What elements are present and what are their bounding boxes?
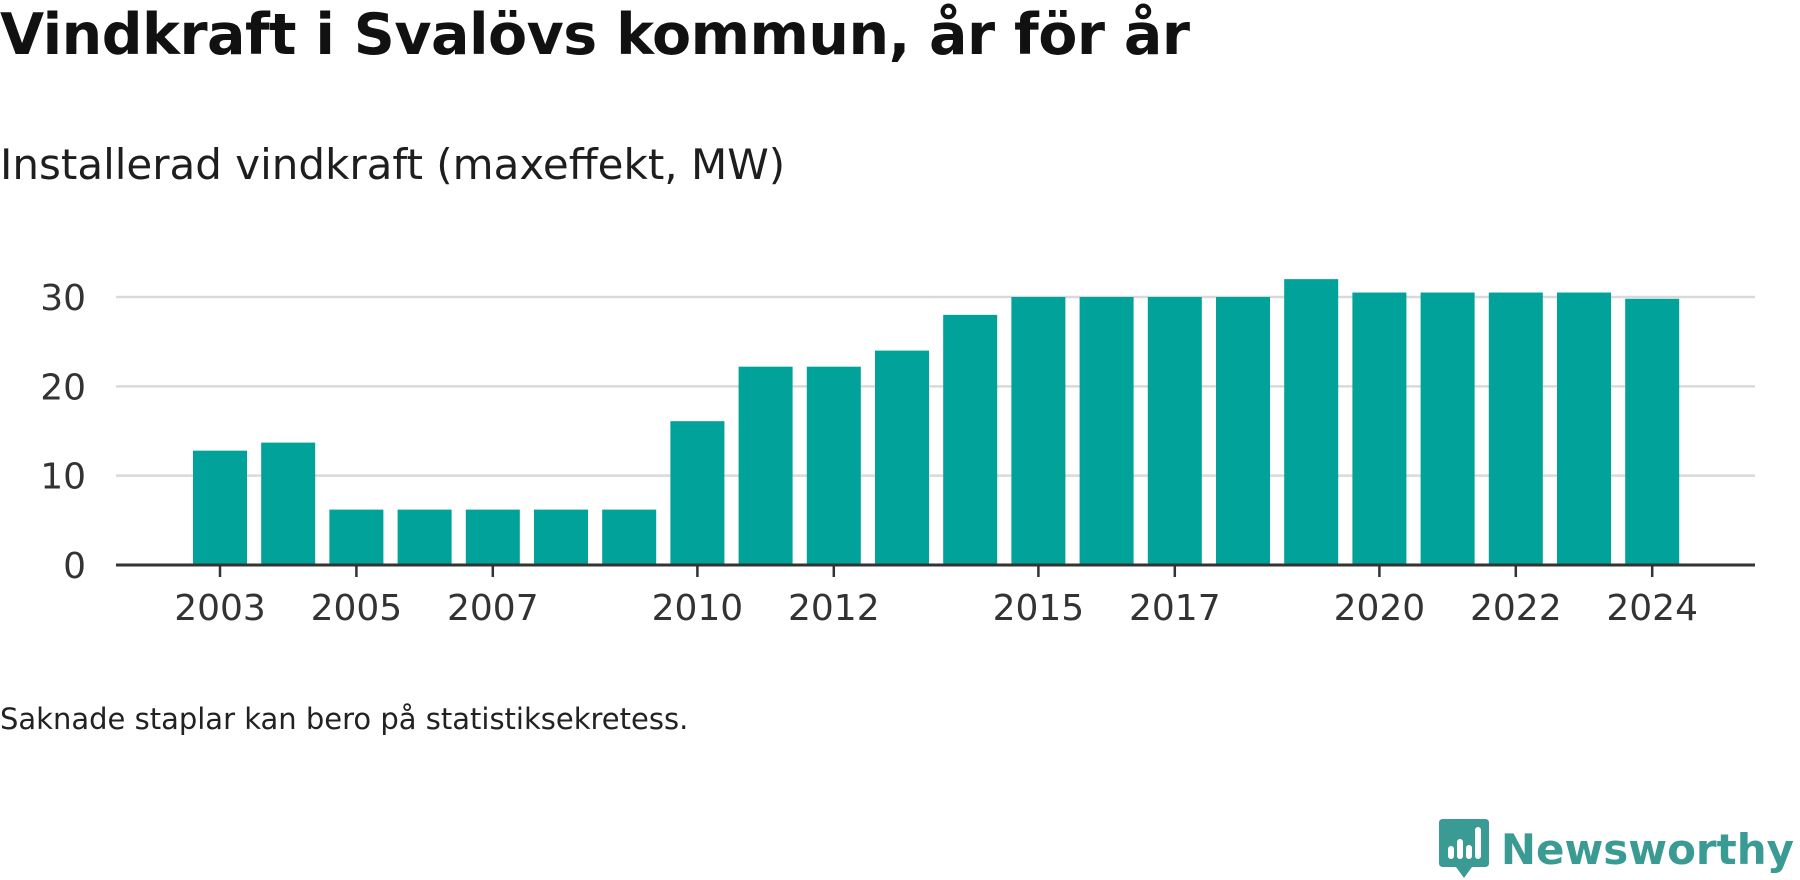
bar-2014 [943,314,998,565]
bar-2022 [1488,292,1543,565]
x-tick-label: 2015 [993,588,1085,629]
x-tick-label: 2020 [1334,588,1426,629]
x-tick-label: 2003 [174,588,266,629]
bar-2018 [1216,297,1270,565]
bar-2020 [1352,292,1407,565]
newsworthy-logo-icon [1438,819,1489,878]
bar-2005 [329,509,384,565]
x-tick-label: 2010 [652,588,744,629]
x-tick-label: 2017 [1129,588,1221,629]
y-tick-label: 10 [40,457,86,498]
bar-2010 [670,421,725,565]
bar-2019 [1284,279,1339,565]
x-tick-label: 2012 [788,588,880,629]
x-tick-label: 2007 [447,588,539,629]
bar-2015 [1011,297,1066,565]
chart-title: Vindkraft i Svalövs kommun, år för år [0,2,1190,68]
x-tick-label: 2022 [1470,588,1562,629]
bar-2009 [602,509,657,565]
bar-2006 [397,509,452,565]
chart-subtitle: Installerad vindkraft (maxeffekt, MW) [0,140,786,189]
bar-2023 [1557,292,1611,565]
bar-2021 [1420,292,1475,565]
bar-2016 [1079,297,1134,565]
y-tick-label: 0 [63,546,86,587]
x-tick-label: 2005 [311,588,403,629]
bar-2024 [1625,298,1680,565]
brand-logo[interactable]: Newsworthy [1438,818,1794,880]
x-tick-label: 2024 [1606,588,1698,629]
bar-2007 [465,509,520,565]
footnote: Saknade staplar kan bero på statistiksek… [0,702,689,736]
bar-2003 [193,450,247,565]
brand-name: Newsworthy [1500,824,1794,874]
bar-2008 [534,509,588,565]
y-tick-label: 30 [40,278,86,319]
bar-2013 [875,350,929,565]
bar-chart: 0 10 20 30 2003 2005 2007 2010 2012 2015 2017 2020 2… [40,278,1755,629]
bar-2017 [1147,297,1202,565]
y-tick-label: 20 [40,367,86,408]
bar-2004 [261,442,316,565]
bar-2012 [806,366,861,565]
bar-2011 [738,366,793,565]
